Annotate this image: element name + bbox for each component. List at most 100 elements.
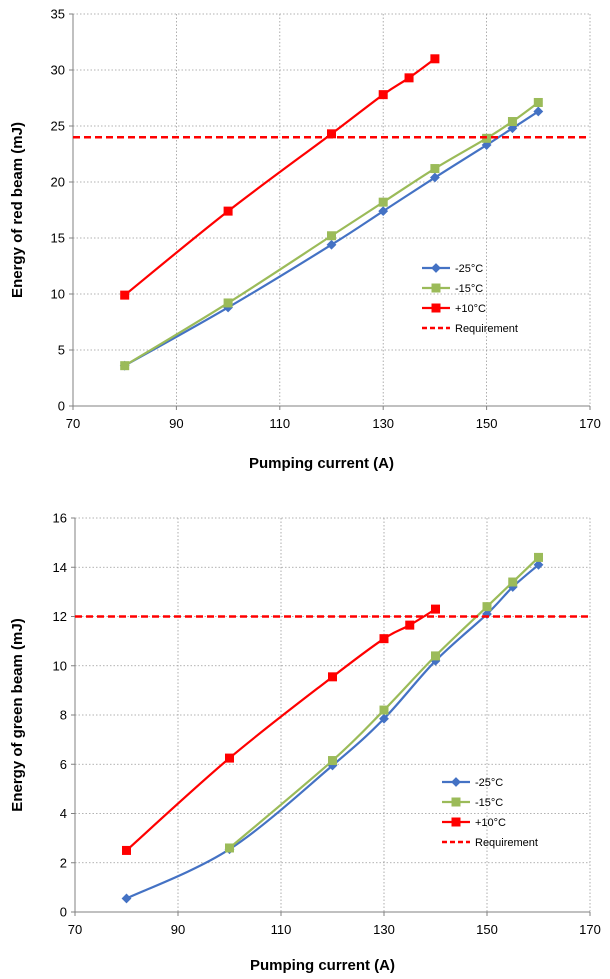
data-point [225,843,234,853]
data-point [328,672,337,682]
y-tick-label: 10 [53,658,67,673]
data-point [533,97,543,107]
x-tick-label: 110 [271,922,292,937]
data-point [223,298,233,308]
legend-item-minus-25c: -25°C [422,263,483,275]
data-point [379,713,389,724]
data-point [379,634,389,644]
data-point [121,893,132,904]
y-tick-label: 35 [51,7,65,22]
data-point [429,172,440,183]
y-tick-label: 10 [51,287,65,302]
legend-label: -15°C [475,797,503,809]
legend-label: Requirement [475,837,538,849]
series-plus10c [122,604,440,855]
data-point [327,231,336,241]
legend-item-requirement: Requirement [422,323,518,335]
axes: 0 5 10 15 20 25 30 35 70 90 110 130 150 170 [51,7,601,432]
x-tick-label: 150 [476,416,498,431]
data-point [378,197,388,207]
data-point [378,90,388,100]
x-tick-label: 150 [476,922,498,937]
x-axis-title: Pumping current (A) [250,957,395,974]
data-point [430,54,440,64]
legend-label: -25°C [455,263,483,275]
y-tick-label: 14 [53,560,67,575]
axes: 0 2 4 6 8 10 12 14 16 70 90 110 130 150 170 [53,511,601,938]
data-point [225,753,234,763]
x-tick-label: 70 [68,922,82,937]
green-beam-chart: 0 2 4 6 8 10 12 14 16 70 90 110 130 150 170 Pumping cur… [9,511,601,975]
legend-item-minus-25c: -25°C [442,777,503,789]
legend: -25°C -15°C +10°C Requirement [422,263,518,335]
data-point [508,577,518,587]
x-tick-label: 110 [269,416,290,431]
data-point [405,620,415,630]
gridlines [73,13,591,406]
data-point [122,845,131,855]
data-point [120,361,130,371]
data-point [328,756,337,766]
gridlines [75,517,591,912]
y-tick-label: 0 [58,399,65,414]
red-beam-chart: 0 5 10 15 20 25 30 35 70 90 110 130 150 170 Pumping cu… [9,7,601,473]
legend-marker [431,263,441,273]
data-point [507,123,518,134]
series-plus10c [120,54,440,300]
legend-item-minus-15c: -15°C [442,797,503,809]
data-point [482,609,492,619]
y-tick-label: 30 [51,63,65,78]
x-tick-label: 70 [66,416,80,431]
y-tick-label: 6 [60,757,67,772]
y-tick-label: 25 [51,119,65,134]
legend-item-requirement: Requirement [442,837,538,849]
series-minus-15c [225,552,543,853]
data-point [404,73,414,83]
y-tick-label: 2 [60,855,67,870]
y-tick-label: 12 [53,609,67,624]
legend-marker [431,283,441,293]
y-tick-label: 15 [51,231,65,246]
x-tick-label: 90 [169,416,183,431]
data-point [431,604,440,614]
data-point [481,140,492,150]
data-point [378,206,389,217]
data-point [533,106,544,117]
legend-label: +10°C [475,817,506,829]
y-axis-title: Energy of red beam (mJ) [9,122,26,298]
legend-label: +10°C [455,303,486,315]
legend-marker [451,797,461,807]
data-point [534,552,543,562]
data-point [326,239,337,250]
data-point [482,602,492,612]
data-point [431,651,440,661]
x-axis-title: Pumping current (A) [249,455,394,472]
data-point [223,206,233,216]
legend-item-plus10c: +10°C [442,817,506,829]
x-tick-label: 90 [171,922,185,937]
legend-item-plus10c: +10°C [422,303,486,315]
legend-marker [451,817,461,827]
legend-item-minus-15c: -15°C [422,283,483,295]
data-point [120,290,130,300]
x-tick-label: 130 [373,922,395,937]
y-axis-title: Energy of green beam (mJ) [9,618,26,811]
x-tick-label: 130 [372,416,394,431]
legend: -25°C -15°C +10°C Requirement [442,777,538,849]
legend-label: -25°C [475,777,503,789]
data-point [430,164,440,174]
y-tick-label: 5 [58,343,65,358]
x-tick-label: 170 [579,416,601,431]
y-tick-label: 8 [60,708,67,723]
series-minus-25c [121,559,544,904]
legend-marker [451,777,461,787]
data-point [327,129,336,139]
legend-label: Requirement [455,323,518,335]
x-tick-label: 170 [579,922,601,937]
y-tick-label: 20 [51,175,65,190]
y-tick-label: 0 [60,905,67,920]
y-tick-label: 16 [53,511,67,526]
legend-label: -15°C [455,283,483,295]
legend-marker [431,303,441,313]
